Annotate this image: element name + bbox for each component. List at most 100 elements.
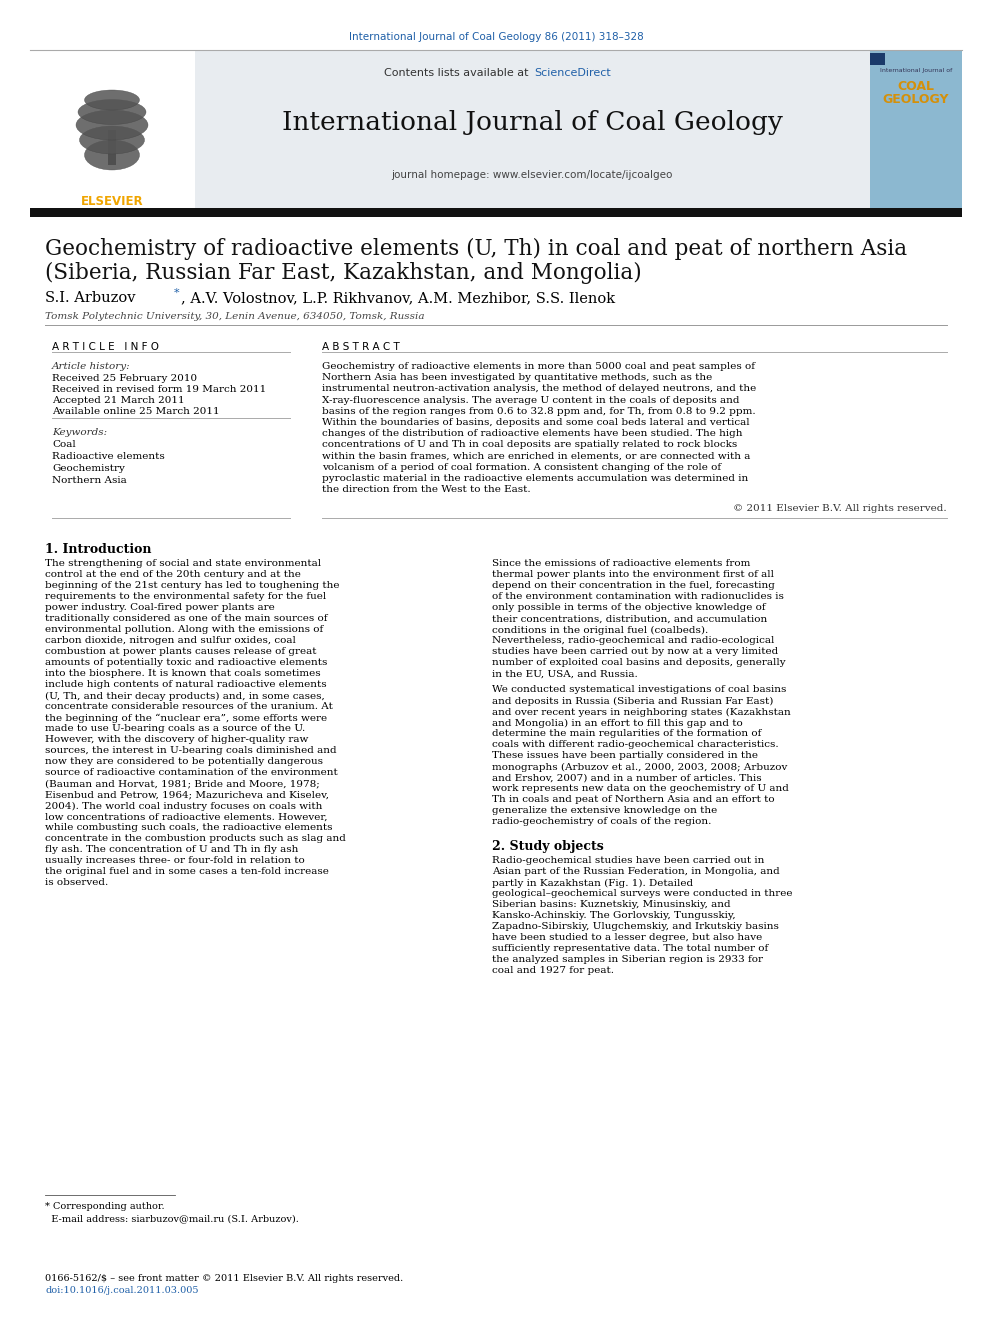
Text: traditionally considered as one of the main sources of: traditionally considered as one of the m… [45,614,327,623]
Text: the original fuel and in some cases a ten-fold increase: the original fuel and in some cases a te… [45,868,329,876]
Ellipse shape [78,99,146,124]
Text: fly ash. The concentration of U and Th in fly ash: fly ash. The concentration of U and Th i… [45,845,299,855]
Text: of the environment contamination with radionuclides is: of the environment contamination with ra… [492,593,784,602]
Text: ELSEVIER: ELSEVIER [80,194,143,208]
Text: have been studied to a lesser degree, but also have: have been studied to a lesser degree, bu… [492,934,762,942]
Text: radio-geochemistry of coals of the region.: radio-geochemistry of coals of the regio… [492,818,711,827]
Text: 1. Introduction: 1. Introduction [45,544,152,557]
Text: usually increases three- or four-fold in relation to: usually increases three- or four-fold in… [45,856,305,865]
Text: journal homepage: www.elsevier.com/locate/ijcoalgeo: journal homepage: www.elsevier.com/locat… [391,169,673,180]
Text: and Mongolia) in an effort to fill this gap and to: and Mongolia) in an effort to fill this … [492,718,743,728]
Bar [870,50,962,210]
Text: * Corresponding author.: * Corresponding author. [45,1203,165,1211]
Text: concentrate in the combustion products such as slag and: concentrate in the combustion products s… [45,835,346,843]
Text: source of radioactive contamination of the environment: source of radioactive contamination of t… [45,769,337,778]
Text: (Bauman and Horvat, 1981; Bride and Moore, 1978;: (Bauman and Horvat, 1981; Bride and Moor… [45,779,319,789]
Text: The strengthening of social and state environmental: The strengthening of social and state en… [45,560,321,569]
Text: combustion at power plants causes release of great: combustion at power plants causes releas… [45,647,316,656]
Text: Accepted 21 March 2011: Accepted 21 March 2011 [52,396,185,405]
Text: the direction from the West to the East.: the direction from the West to the East. [322,486,531,495]
Text: Within the boundaries of basins, deposits and some coal beds lateral and vertica: Within the boundaries of basins, deposit… [322,418,750,427]
Text: Siberian basins: Kuznetskiy, Minusinskiy, and: Siberian basins: Kuznetskiy, Minusinskiy… [492,901,731,909]
Text: is observed.: is observed. [45,878,108,888]
Text: conditions in the original fuel (coalbeds).: conditions in the original fuel (coalbed… [492,626,708,635]
Text: coals with different radio-geochemical characteristics.: coals with different radio-geochemical c… [492,741,779,749]
Text: pyroclastic material in the radioactive elements accumulation was determined in: pyroclastic material in the radioactive … [322,474,748,483]
Text: studies have been carried out by now at a very limited: studies have been carried out by now at … [492,647,779,656]
Text: ScienceDirect: ScienceDirect [534,67,611,78]
Text: Geochemistry of radioactive elements (U, Th) in coal and peat of northern Asia: Geochemistry of radioactive elements (U,… [45,238,907,261]
Text: concentrations of U and Th in coal deposits are spatially related to rock blocks: concentrations of U and Th in coal depos… [322,441,737,450]
Text: and deposits in Russia (Siberia and Russian Far East): and deposits in Russia (Siberia and Russ… [492,696,774,705]
Ellipse shape [84,140,140,169]
Text: include high contents of natural radioactive elements: include high contents of natural radioac… [45,680,326,689]
Text: , A.V. Volostnov, L.P. Rikhvanov, A.M. Mezhibor, S.S. Ilenok: , A.V. Volostnov, L.P. Rikhvanov, A.M. M… [181,291,615,306]
Text: (Siberia, Russian Far East, Kazakhstan, and Mongolia): (Siberia, Russian Far East, Kazakhstan, … [45,262,642,284]
Text: We conducted systematical investigations of coal basins: We conducted systematical investigations… [492,685,787,695]
Bar [108,130,116,165]
Text: Kansko-Achinskiy. The Gorlovskiy, Tungusskiy,: Kansko-Achinskiy. The Gorlovskiy, Tungus… [492,912,736,921]
Text: requirements to the environmental safety for the fuel: requirements to the environmental safety… [45,593,326,602]
Text: © 2011 Elsevier B.V. All rights reserved.: © 2011 Elsevier B.V. All rights reserved… [733,504,947,513]
Text: environmental pollution. Along with the emissions of: environmental pollution. Along with the … [45,626,323,635]
Text: GEOLOGY: GEOLOGY [883,93,949,106]
Text: basins of the region ranges from 0.6 to 32.8 ppm and, for Th, from 0.8 to 9.2 pp: basins of the region ranges from 0.6 to … [322,406,756,415]
Text: depend on their concentration in the fuel, forecasting: depend on their concentration in the fue… [492,581,775,590]
Text: Available online 25 March 2011: Available online 25 March 2011 [52,407,219,415]
Text: Geochemistry: Geochemistry [52,464,125,474]
Text: made to use U-bearing coals as a source of the U.: made to use U-bearing coals as a source … [45,725,306,733]
Text: changes of the distribution of radioactive elements have been studied. The high: changes of the distribution of radioacti… [322,429,742,438]
Text: beginning of the 21st century has led to toughening the: beginning of the 21st century has led to… [45,581,339,590]
Text: and Ershov, 2007) and in a number of articles. This: and Ershov, 2007) and in a number of art… [492,774,762,782]
Text: power industry. Coal-fired power plants are: power industry. Coal-fired power plants … [45,603,275,613]
Text: low concentrations of radioactive elements. However,: low concentrations of radioactive elemen… [45,812,327,822]
Text: in the EU, USA, and Russia.: in the EU, USA, and Russia. [492,669,638,679]
Text: Nevertheless, radio-geochemical and radio-ecological: Nevertheless, radio-geochemical and radi… [492,636,775,646]
Text: partly in Kazakhstan (Fig. 1). Detailed: partly in Kazakhstan (Fig. 1). Detailed [492,878,693,888]
Text: Asian part of the Russian Federation, in Mongolia, and: Asian part of the Russian Federation, in… [492,868,780,876]
Text: International Journal of Coal Geology: International Journal of Coal Geology [282,110,783,135]
Text: 2. Study objects: 2. Study objects [492,840,604,853]
Text: Th in coals and peat of Northern Asia and an effort to: Th in coals and peat of Northern Asia an… [492,795,775,804]
Text: work represents new data on the geochemistry of U and: work represents new data on the geochemi… [492,785,789,794]
Text: E-mail address: siarbuzov@mail.ru (S.I. Arbuzov).: E-mail address: siarbuzov@mail.ru (S.I. … [45,1215,299,1222]
Text: Since the emissions of radioactive elements from: Since the emissions of radioactive eleme… [492,560,750,569]
Text: volcanism of a period of coal formation. A consistent changing of the role of: volcanism of a period of coal formation.… [322,463,721,472]
Text: International Journal of Coal Geology 86 (2011) 318–328: International Journal of Coal Geology 86… [348,32,644,42]
Text: doi:10.1016/j.coal.2011.03.005: doi:10.1016/j.coal.2011.03.005 [45,1286,198,1295]
Text: Radio-geochemical studies have been carried out in: Radio-geochemical studies have been carr… [492,856,765,865]
Text: Geochemistry of radioactive elements in more than 5000 coal and peat samples of: Geochemistry of radioactive elements in … [322,363,755,370]
Text: concentrate considerable resources of the uranium. At: concentrate considerable resources of th… [45,703,333,712]
Text: Northern Asia: Northern Asia [52,476,127,486]
Text: Received in revised form 19 March 2011: Received in revised form 19 March 2011 [52,385,266,394]
Text: Northern Asia has been investigated by quantitative methods, such as the: Northern Asia has been investigated by q… [322,373,712,382]
Text: Tomsk Polytechnic University, 30, Lenin Avenue, 634050, Tomsk, Russia: Tomsk Polytechnic University, 30, Lenin … [45,312,425,321]
Text: their concentrations, distribution, and accumulation: their concentrations, distribution, and … [492,614,767,623]
Text: 0166-5162/$ – see front matter © 2011 Elsevier B.V. All rights reserved.: 0166-5162/$ – see front matter © 2011 El… [45,1274,404,1283]
Text: Zapadno-Sibirskiy, Ulugchemskiy, and Irkutskiy basins: Zapadno-Sibirskiy, Ulugchemskiy, and Irk… [492,922,779,931]
Ellipse shape [76,110,148,140]
Text: while combusting such coals, the radioactive elements: while combusting such coals, the radioac… [45,823,332,832]
Bar [195,50,870,210]
Text: (U, Th, and their decay products) and, in some cases,: (U, Th, and their decay products) and, i… [45,692,324,700]
Text: International Journal of: International Journal of [880,67,952,73]
Text: Coal: Coal [52,441,75,448]
Text: These issues have been partially considered in the: These issues have been partially conside… [492,751,758,761]
Text: control at the end of the 20th century and at the: control at the end of the 20th century a… [45,570,301,579]
Text: the beginning of the “nuclear era”, some efforts were: the beginning of the “nuclear era”, some… [45,713,327,722]
Text: determine the main regularities of the formation of: determine the main regularities of the f… [492,729,762,738]
Text: coal and 1927 for peat.: coal and 1927 for peat. [492,966,614,975]
Text: Eisenbud and Petrow, 1964; Mazuricheva and Kiselev,: Eisenbud and Petrow, 1964; Mazuricheva a… [45,790,329,799]
Text: the analyzed samples in Siberian region is 2933 for: the analyzed samples in Siberian region … [492,955,763,964]
Text: However, with the discovery of higher-quality raw: However, with the discovery of higher-qu… [45,736,309,745]
Text: number of exploited coal basins and deposits, generally: number of exploited coal basins and depo… [492,659,786,667]
Text: COAL: COAL [898,79,934,93]
Text: Contents lists available at: Contents lists available at [384,67,532,78]
Text: and over recent years in neighboring states (Kazakhstan: and over recent years in neighboring sta… [492,708,791,717]
Text: *: * [174,288,180,298]
Text: S.I. Arbuzov: S.I. Arbuzov [45,291,136,306]
Text: Article history:: Article history: [52,363,131,370]
Text: within the basin frames, which are enriched in elements, or are connected with a: within the basin frames, which are enric… [322,451,750,460]
Text: sources, the interest in U-bearing coals diminished and: sources, the interest in U-bearing coals… [45,746,336,755]
Text: Radioactive elements: Radioactive elements [52,452,165,460]
